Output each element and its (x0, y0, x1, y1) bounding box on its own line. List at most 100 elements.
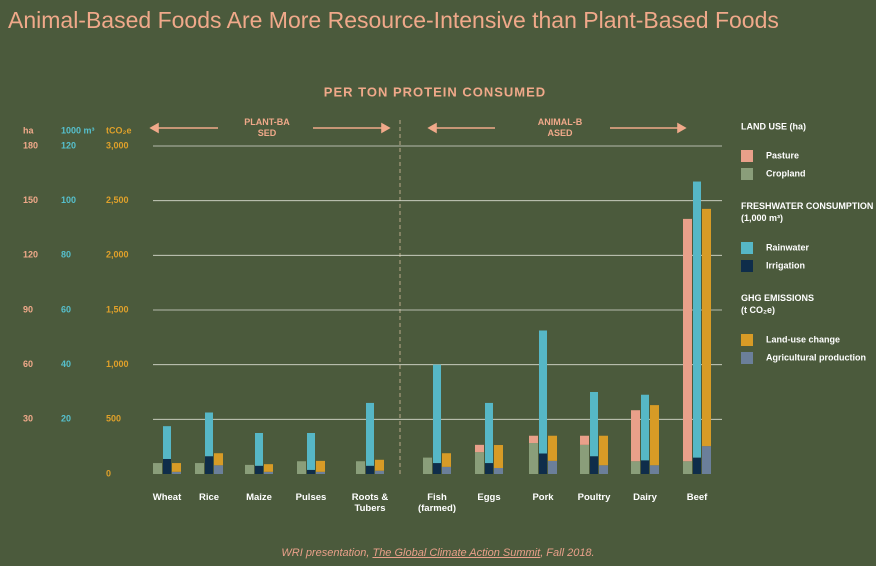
x-tick-label: Poultry (577, 492, 611, 503)
bar-segment (631, 461, 640, 474)
x-tick-label: Pulses (295, 492, 327, 503)
legend-swatch (741, 334, 753, 346)
bar-segment (590, 456, 598, 474)
x-tick-label: Dairy (633, 492, 657, 503)
bar-segment (255, 433, 263, 466)
y3-tick-label: 1,000 (106, 359, 129, 369)
legend-swatch (741, 260, 753, 272)
bar-segment (683, 461, 692, 474)
x-tick-label: Wheat (152, 492, 182, 503)
y2-tick-label: 20 (61, 414, 71, 424)
y2-tick-label: 120 (61, 140, 76, 150)
bar-segment (172, 463, 181, 472)
x-tick-label: Beef (686, 492, 708, 503)
legend-label: Cropland (766, 168, 806, 178)
bar-segment (631, 410, 640, 462)
bar-segment (214, 465, 223, 474)
x-tick-label: Maize (246, 492, 272, 503)
bar-segment (423, 457, 432, 474)
legend-title: FRESHWATER CONSUMPTION (1,000 m³) (741, 201, 873, 223)
bar-segment (264, 464, 273, 472)
x-tick-label: Roots & Tubers (351, 492, 389, 514)
y3-axis-label: tCO₂e (106, 125, 132, 135)
bar-segment (599, 465, 608, 474)
bar-segment (494, 467, 503, 474)
bar-segment (485, 463, 493, 474)
bar-segment (539, 453, 547, 474)
bar-segment (205, 412, 213, 457)
legend-label: Agricultural production (766, 352, 866, 362)
bar-segment (693, 181, 701, 458)
bar-segment (214, 453, 223, 466)
bar-segment (433, 463, 441, 474)
bar-segment (641, 394, 649, 461)
bar-segment (297, 461, 306, 474)
category-group-label: PLANT-BASED (244, 117, 290, 138)
bar-segment (548, 435, 557, 461)
bar-segment (153, 463, 162, 474)
bar-segment (580, 435, 589, 445)
source-part: WRI presentation, (281, 547, 373, 559)
bar-segment (702, 446, 711, 474)
subtitle: PER TON PROTEIN CONSUMED (324, 84, 546, 99)
bar-segment (163, 426, 171, 459)
bar-segment (375, 459, 384, 471)
source: WRI presentation, The Global Climate Act… (0, 547, 876, 559)
bar-segment (205, 456, 213, 474)
legend-title: LAND USE (ha) (741, 121, 806, 131)
bar-segment (163, 458, 171, 474)
arrows (149, 122, 687, 134)
y2-tick-label: 80 (61, 250, 71, 260)
bar-segment (366, 465, 374, 474)
y-tick-label: 180 (23, 140, 38, 150)
y3-tick-label: 1,500 (106, 304, 129, 314)
bar-segment (255, 465, 263, 474)
bar-segment (683, 218, 692, 462)
source-part: , Fall 2018. (540, 547, 595, 559)
bar-segment (356, 461, 365, 474)
bar-segment (485, 402, 493, 464)
bar-segment (539, 330, 547, 454)
bar-segment (650, 405, 659, 466)
y-tick-label: 90 (23, 304, 33, 314)
y-tick-label: 30 (23, 414, 33, 424)
bar-segment (475, 444, 484, 453)
x-tick-label: Eggs (477, 492, 501, 503)
bar-segment (375, 470, 384, 474)
y3-tick-label: 2,000 (106, 250, 129, 260)
bar-segment (307, 433, 315, 470)
y-axis-label: ha (23, 125, 34, 135)
y3-tick-label: 0 (106, 468, 111, 478)
bar-segment (590, 392, 598, 457)
legend-label: Irrigation (766, 260, 805, 270)
bar-segment (494, 445, 503, 468)
bar-segment (172, 471, 181, 474)
source-link[interactable]: The Global Climate Action Summit (372, 547, 541, 559)
legend-label: Land-use change (766, 334, 840, 344)
bar-segment (650, 465, 659, 474)
y2-tick-label: 60 (61, 304, 71, 314)
y-tick-label: 60 (23, 359, 33, 369)
y-tick-label: 150 (23, 195, 38, 205)
bar-segment (195, 463, 204, 474)
bar-segment (366, 402, 374, 466)
bar-segment (641, 460, 649, 474)
bar-segment (580, 444, 589, 474)
bar-segment (264, 471, 273, 474)
chart-title: Animal-Based Foods Are More Resource-Int… (8, 7, 779, 33)
bar-segment (433, 364, 441, 464)
bar-segment (316, 471, 325, 474)
y-tick-label: 120 (23, 250, 38, 260)
bar-segment (702, 208, 711, 447)
y2-axis-label: 1000 m³ (61, 125, 95, 135)
legend-title: GHG EMISSIONS (t CO₂e) (741, 293, 814, 315)
bar-segment (307, 469, 315, 474)
bar-segment (245, 464, 254, 474)
y2-tick-label: 40 (61, 359, 71, 369)
bar-segment (316, 460, 325, 472)
legend-swatch (741, 150, 753, 162)
y3-tick-label: 3,000 (106, 140, 129, 150)
category-group-label: ANIMAL-BASED (537, 117, 583, 138)
